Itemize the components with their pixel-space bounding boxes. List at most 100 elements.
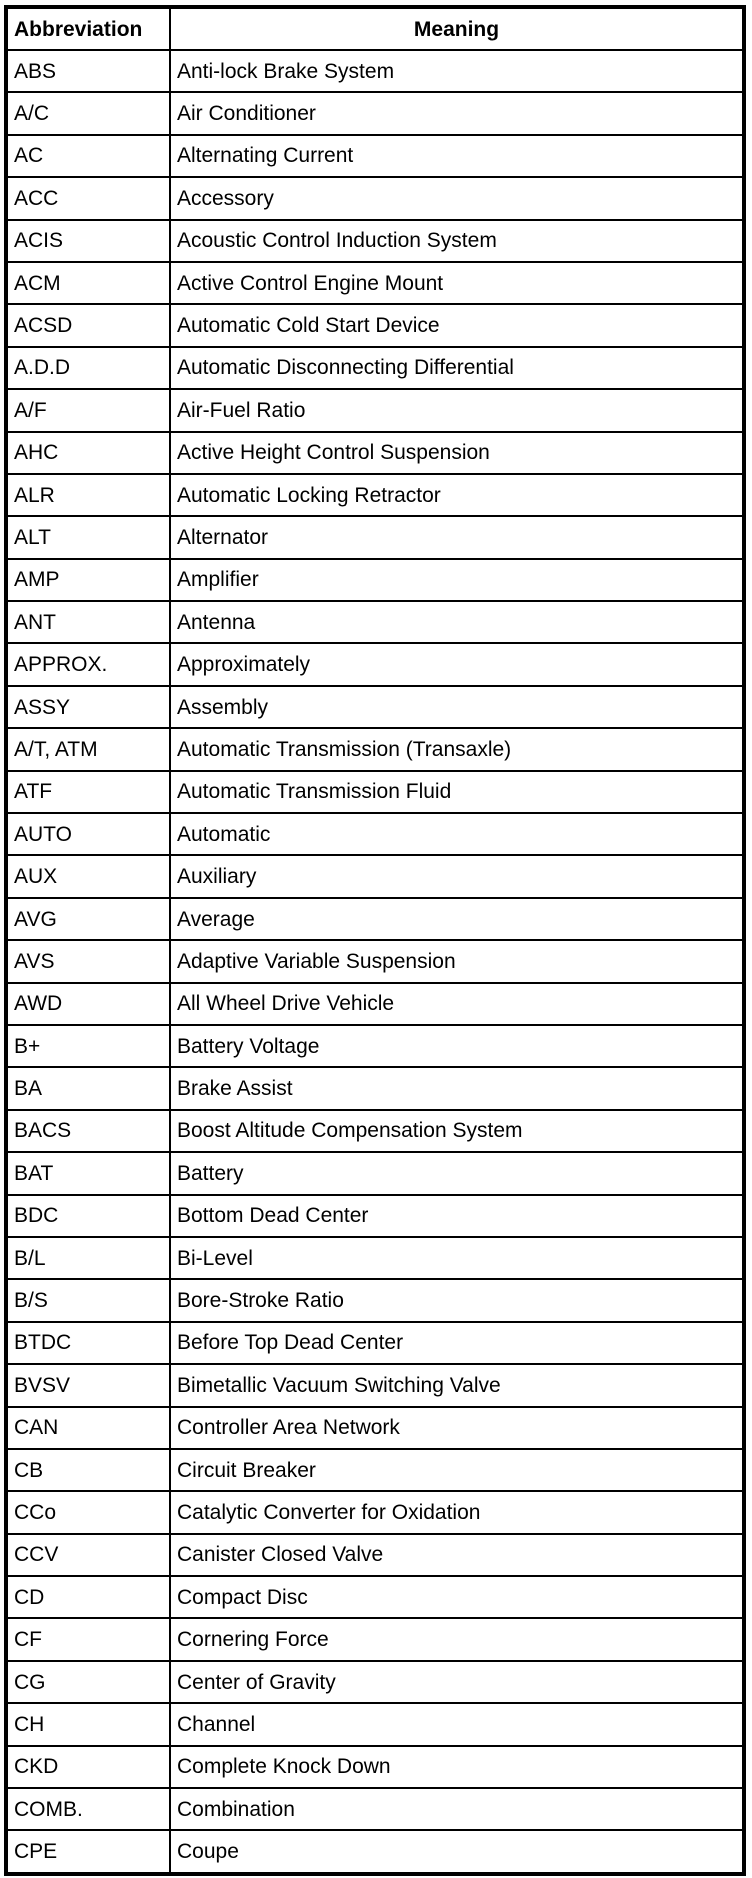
table-row: CKD Complete Knock Down — [5, 1744, 745, 1790]
abbreviation-cell: APPROX. — [5, 642, 171, 687]
table-row: CD Compact Disc — [5, 1575, 745, 1620]
meaning-cell: All Wheel Drive Vehicle — [169, 981, 745, 1026]
abbreviation-cell: ACM — [5, 260, 171, 306]
table-row: A.D.D Automatic Disconnecting Differentia… — [5, 345, 745, 391]
abbreviation-cell: BVSV — [5, 1363, 171, 1408]
meaning-cell: Anti-lock Brake System — [169, 48, 745, 94]
meaning-cell: Combination — [169, 1787, 745, 1832]
meaning-cell: Cornering Force — [169, 1617, 745, 1662]
table-row: COMB. Combination — [5, 1787, 745, 1832]
meaning-cell: Active Control Engine Mount — [169, 260, 745, 306]
table-row: CH Channel — [5, 1702, 745, 1747]
abbreviation-cell: BACS — [5, 1108, 171, 1154]
meaning-cell: Coupe — [169, 1829, 745, 1875]
abbreviation-cell: B/S — [5, 1278, 171, 1323]
table-row: AWD All Wheel Drive Vehicle — [5, 981, 745, 1026]
abbreviation-cell: CH — [5, 1702, 171, 1747]
table-row: CCV Canister Closed Valve — [5, 1532, 745, 1578]
table-row: CF Cornering Force — [5, 1617, 745, 1662]
table-row: AVS Adaptive Variable Suspension — [5, 939, 745, 984]
abbreviation-cell: AHC — [5, 430, 171, 475]
table-row: BDC Bottom Dead Center — [5, 1193, 745, 1238]
abbreviation-cell: CD — [5, 1575, 171, 1620]
table-row: ACM Active Control Engine Mount — [5, 260, 745, 306]
table-row: CPE Coupe — [5, 1829, 745, 1875]
abbreviation-cell: CF — [5, 1617, 171, 1662]
table-row: B/S Bore-Stroke Ratio — [5, 1278, 745, 1323]
meaning-cell: Brake Assist — [169, 1066, 745, 1111]
abbreviation-cell: CB — [5, 1447, 171, 1493]
table-row: AC Alternating Current — [5, 133, 745, 179]
meaning-cell: Catalytic Converter for Oxidation — [169, 1490, 745, 1535]
table-row: AUX Auxiliary — [5, 854, 745, 899]
table-row: ASSY Assembly — [5, 684, 745, 730]
abbreviation-cell: BTDC — [5, 1320, 171, 1366]
table-row: BACS Boost Altitude Compensation System — [5, 1108, 745, 1154]
meaning-cell: Alternator — [169, 515, 745, 560]
meaning-cell: Bottom Dead Center — [169, 1193, 745, 1238]
table-row: A/T, ATM Automatic Transmission (Transaxl… — [5, 727, 745, 772]
abbreviation-cell: COMB. — [5, 1787, 171, 1832]
meaning-cell: Battery — [169, 1151, 745, 1196]
abbreviation-cell: AUTO — [5, 812, 171, 857]
abbreviation-cell: ALR — [5, 472, 171, 518]
abbreviation-cell: AMP — [5, 557, 171, 603]
meaning-cell: Bimetallic Vacuum Switching Valve — [169, 1363, 745, 1408]
meaning-cell: Active Height Control Suspension — [169, 430, 745, 475]
table-row: AMP Amplifier — [5, 557, 745, 603]
meaning-cell: Auxiliary — [169, 854, 745, 899]
abbreviation-cell: ACC — [5, 176, 171, 221]
meaning-cell: Automatic Disconnecting Differential — [169, 345, 745, 391]
meaning-cell: Automatic Transmission Fluid — [169, 769, 745, 815]
abbreviation-cell: A/F — [5, 388, 171, 433]
table-row: ACIS Acoustic Control Induction System — [5, 218, 745, 263]
meaning-cell: Compact Disc — [169, 1575, 745, 1620]
abbreviation-cell: B+ — [5, 1023, 171, 1069]
table-row: B/L Bi-Level — [5, 1235, 745, 1281]
abbreviation-cell: ATF — [5, 769, 171, 815]
header-meaning: Meaning — [169, 6, 745, 51]
meaning-cell: Amplifier — [169, 557, 745, 603]
table-row: ACSD Automatic Cold Start Device — [5, 303, 745, 348]
abbreviation-cell: A/T, ATM — [5, 727, 171, 772]
abbreviation-cell: BA — [5, 1066, 171, 1111]
meaning-cell: Assembly — [169, 684, 745, 730]
meaning-cell: Complete Knock Down — [169, 1744, 745, 1790]
meaning-cell: Average — [169, 896, 745, 942]
meaning-cell: Automatic Locking Retractor — [169, 472, 745, 518]
abbreviation-cell: A.D.D — [5, 345, 171, 391]
meaning-cell: Automatic Transmission (Transaxle) — [169, 727, 745, 772]
meaning-cell: Bore-Stroke Ratio — [169, 1278, 745, 1323]
meaning-cell: Channel — [169, 1702, 745, 1747]
meaning-cell: Automatic Cold Start Device — [169, 303, 745, 348]
abbreviation-cell: CKD — [5, 1744, 171, 1790]
table-row: B+ Battery Voltage — [5, 1023, 745, 1069]
abbreviation-cell: ALT — [5, 515, 171, 560]
meaning-cell: Air Conditioner — [169, 91, 745, 136]
meaning-cell: Alternating Current — [169, 133, 745, 179]
table-row: ATF Automatic Transmission Fluid — [5, 769, 745, 815]
abbreviation-cell: B/L — [5, 1235, 171, 1281]
abbreviation-cell: AVG — [5, 896, 171, 942]
abbreviation-table: Abbreviation Meaning ABS Anti-lock Brake … — [4, 5, 746, 1876]
abbreviation-cell: A/C — [5, 91, 171, 136]
abbreviation-cell: CG — [5, 1659, 171, 1705]
table-row: CG Center of Gravity — [5, 1659, 745, 1705]
meaning-cell: Acoustic Control Induction System — [169, 218, 745, 263]
abbreviation-cell: AUX — [5, 854, 171, 899]
abbreviation-cell: ACIS — [5, 218, 171, 263]
abbreviation-cell: CPE — [5, 1829, 171, 1875]
abbreviation-cell: CCV — [5, 1532, 171, 1578]
abbreviation-cell: BDC — [5, 1193, 171, 1238]
table-row: CAN Controller Area Network — [5, 1405, 745, 1450]
meaning-cell: Controller Area Network — [169, 1405, 745, 1450]
table-row: ALR Automatic Locking Retractor — [5, 472, 745, 518]
table-row: BTDC Before Top Dead Center — [5, 1320, 745, 1366]
meaning-cell: Accessory — [169, 176, 745, 221]
table-row: ACC Accessory — [5, 176, 745, 221]
table-row: APPROX. Approximately — [5, 642, 745, 687]
table-row: ABS Anti-lock Brake System — [5, 48, 745, 94]
meaning-cell: Before Top Dead Center — [169, 1320, 745, 1366]
meaning-cell: Center of Gravity — [169, 1659, 745, 1705]
meaning-cell: Bi-Level — [169, 1235, 745, 1281]
